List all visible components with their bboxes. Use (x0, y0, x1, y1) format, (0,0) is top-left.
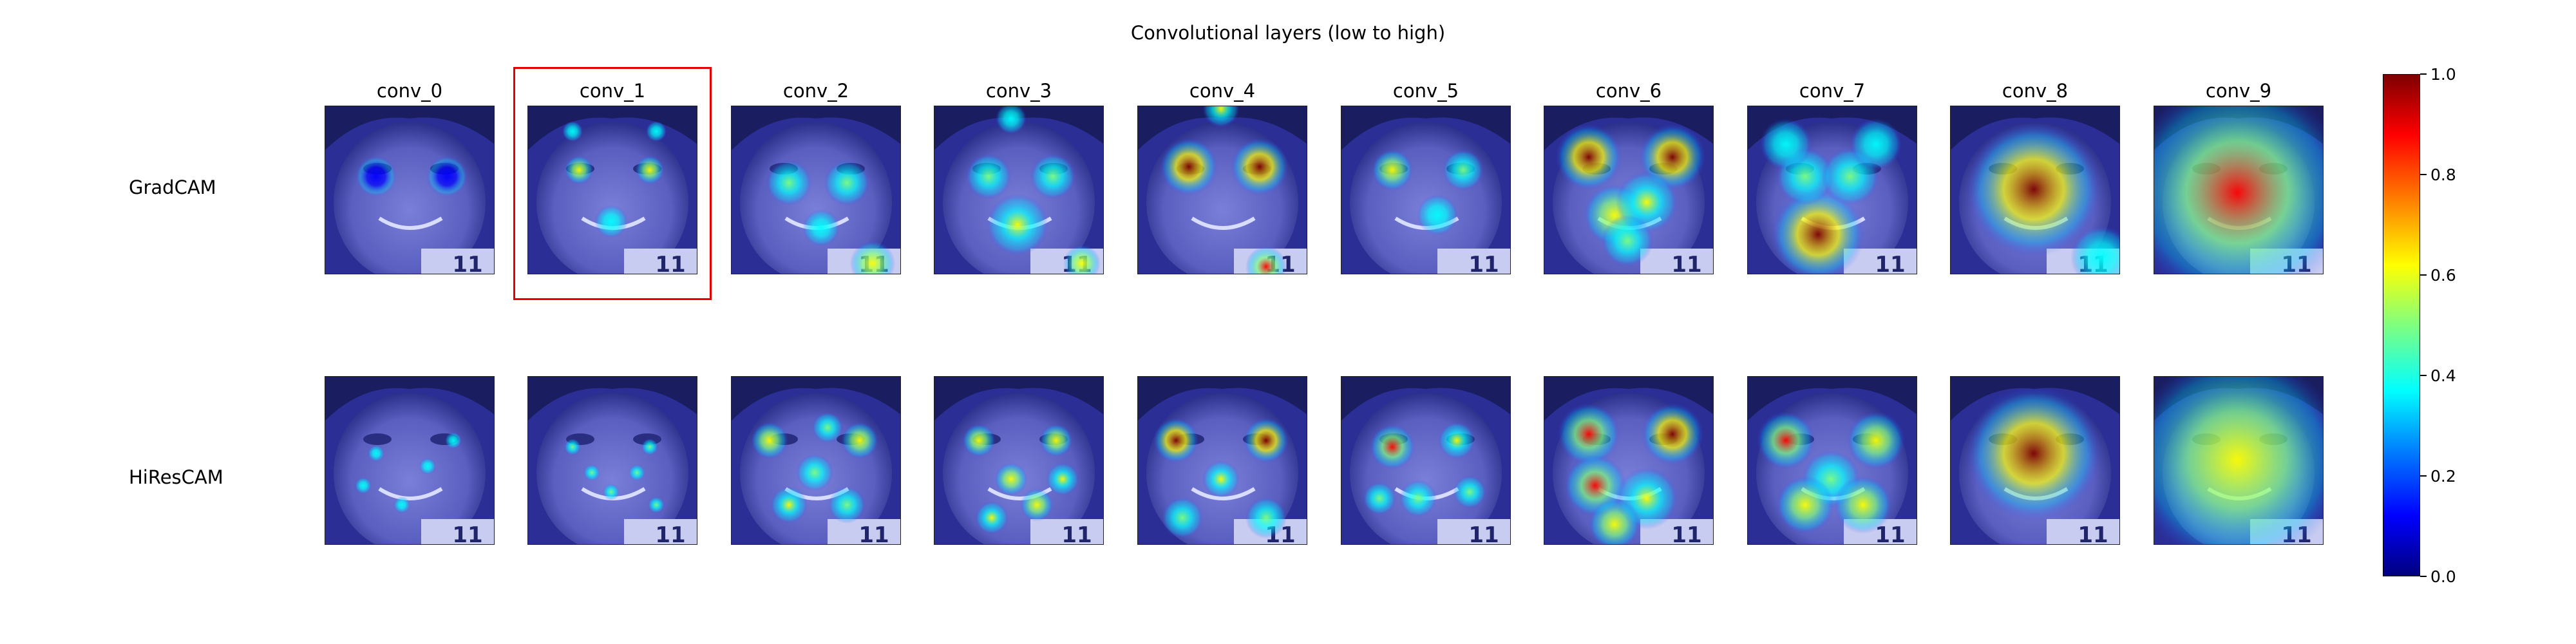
heatmap-gradcam-conv-4: 11 (1137, 106, 1307, 274)
svg-text:11: 11 (1468, 522, 1499, 545)
svg-text:11: 11 (858, 522, 889, 545)
svg-text:11: 11 (1468, 252, 1499, 274)
column-label-conv-0: conv_0 (376, 80, 443, 102)
heatmap-hirescam-conv-1: 11 (527, 376, 697, 545)
colorbar-tick-label: 0.0 (2430, 567, 2456, 586)
svg-text:11: 11 (2078, 522, 2108, 545)
colorbar-tick-label: 0.8 (2430, 166, 2456, 184)
svg-text:11: 11 (655, 252, 685, 274)
colorbar-tick-label: 1.0 (2430, 65, 2456, 84)
heatmap-hirescam-conv-8: 11 (1950, 376, 2120, 545)
colorbar-tick (2420, 174, 2427, 175)
heatmap-gradcam-conv-8: 11 (1950, 106, 2120, 274)
heatmap-hirescam-conv-6: 11 (1544, 376, 1714, 545)
svg-text:11: 11 (1671, 522, 1701, 545)
row-label-hirescam: HiResCAM (129, 466, 223, 488)
colorbar (2383, 74, 2420, 576)
column-label-conv-8: conv_8 (2002, 80, 2069, 102)
colorbar-tick-label: 0.4 (2430, 366, 2456, 385)
heatmap-hirescam-conv-0: 11 (325, 376, 495, 545)
heatmap-gradcam-conv-1: 11 (527, 106, 697, 274)
colorbar-tick (2420, 576, 2427, 577)
row-label-gradcam: GradCAM (129, 176, 216, 198)
svg-text:11: 11 (452, 522, 482, 545)
column-label-conv-5: conv_5 (1392, 80, 1459, 102)
heatmap-hirescam-conv-7: 11 (1747, 376, 1917, 545)
colorbar-tick (2420, 73, 2427, 75)
heatmap-gradcam-conv-7: 11 (1747, 106, 1917, 274)
column-label-conv-7: conv_7 (1799, 80, 1866, 102)
column-label-conv-2: conv_2 (782, 80, 849, 102)
colorbar-tick (2420, 475, 2427, 477)
heatmap-hirescam-conv-3: 11 (934, 376, 1104, 545)
svg-text:11: 11 (1061, 522, 1092, 545)
svg-text:11: 11 (452, 252, 482, 274)
colorbar-tick (2420, 375, 2427, 376)
column-label-conv-3: conv_3 (985, 80, 1052, 102)
svg-text:11: 11 (655, 522, 685, 545)
column-label-conv-1: conv_1 (579, 80, 646, 102)
column-label-conv-4: conv_4 (1189, 80, 1256, 102)
heatmap-gradcam-conv-2: 11 (731, 106, 901, 274)
column-label-conv-9: conv_9 (2205, 80, 2272, 102)
heatmap-hirescam-conv-2: 11 (731, 376, 901, 545)
heatmap-hirescam-conv-5: 11 (1341, 376, 1511, 545)
column-label-conv-6: conv_6 (1595, 80, 1662, 102)
heatmap-hirescam-conv-4: 11 (1137, 376, 1307, 545)
heatmap-gradcam-conv-0: 11 (325, 106, 495, 274)
heatmap-gradcam-conv-9: 11 (2154, 106, 2324, 274)
figure-title: Convolutional layers (low to high) (1130, 22, 1446, 44)
heatmap-gradcam-conv-3: 11 (934, 106, 1104, 274)
svg-text:11: 11 (1875, 252, 1905, 274)
heatmap-gradcam-conv-5: 11 (1341, 106, 1511, 274)
highlight-box (513, 67, 712, 300)
heatmap-hirescam-conv-9: 11 (2154, 376, 2324, 545)
colorbar-tick (2420, 274, 2427, 276)
svg-text:11: 11 (1671, 252, 1701, 274)
heatmap-gradcam-conv-6: 11 (1544, 106, 1714, 274)
colorbar-tick-label: 0.6 (2430, 266, 2456, 285)
colorbar-tick-label: 0.2 (2430, 467, 2456, 486)
